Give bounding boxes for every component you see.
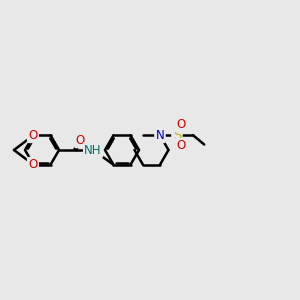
Text: S: S xyxy=(173,129,181,142)
Text: O: O xyxy=(176,139,186,152)
Text: N: N xyxy=(156,129,164,142)
Text: O: O xyxy=(28,158,38,171)
Text: O: O xyxy=(76,134,85,147)
Text: NH: NH xyxy=(84,143,102,157)
Text: O: O xyxy=(176,118,186,131)
Text: O: O xyxy=(28,129,38,142)
